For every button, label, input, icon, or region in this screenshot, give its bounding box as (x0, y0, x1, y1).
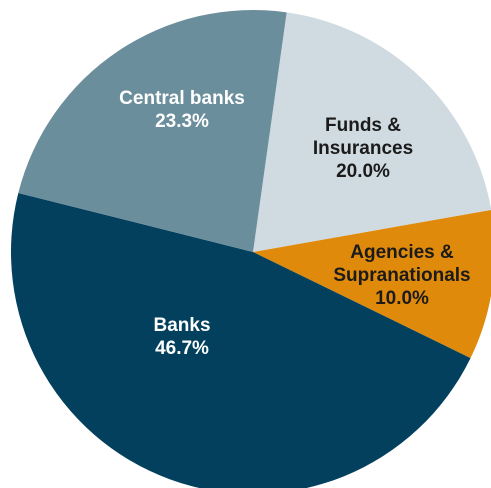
central-banks-label-line-1: Central banks (119, 88, 245, 109)
central-banks-value-label: 23.3% (155, 111, 209, 132)
agencies-supranationals-value-label: 10.0% (375, 288, 429, 309)
banks-value-label: 46.7% (155, 338, 209, 359)
funds-insurances-value-label: 20.0% (336, 161, 390, 182)
slice-central-banks (18, 10, 287, 252)
funds-insurances-label-line-2: Insurances (313, 138, 413, 159)
slice-funds-insurances (253, 12, 491, 252)
funds-insurances-label-line-1: Funds & (325, 115, 401, 136)
agencies-supranationals-label-line-2: Supranationals (333, 265, 470, 286)
banks-label-line-1: Banks (153, 315, 210, 336)
agencies-supranationals-label-line-1: Agencies & (350, 242, 454, 263)
slice-agencies-supranationals (253, 210, 491, 359)
slice-banks (11, 192, 471, 488)
